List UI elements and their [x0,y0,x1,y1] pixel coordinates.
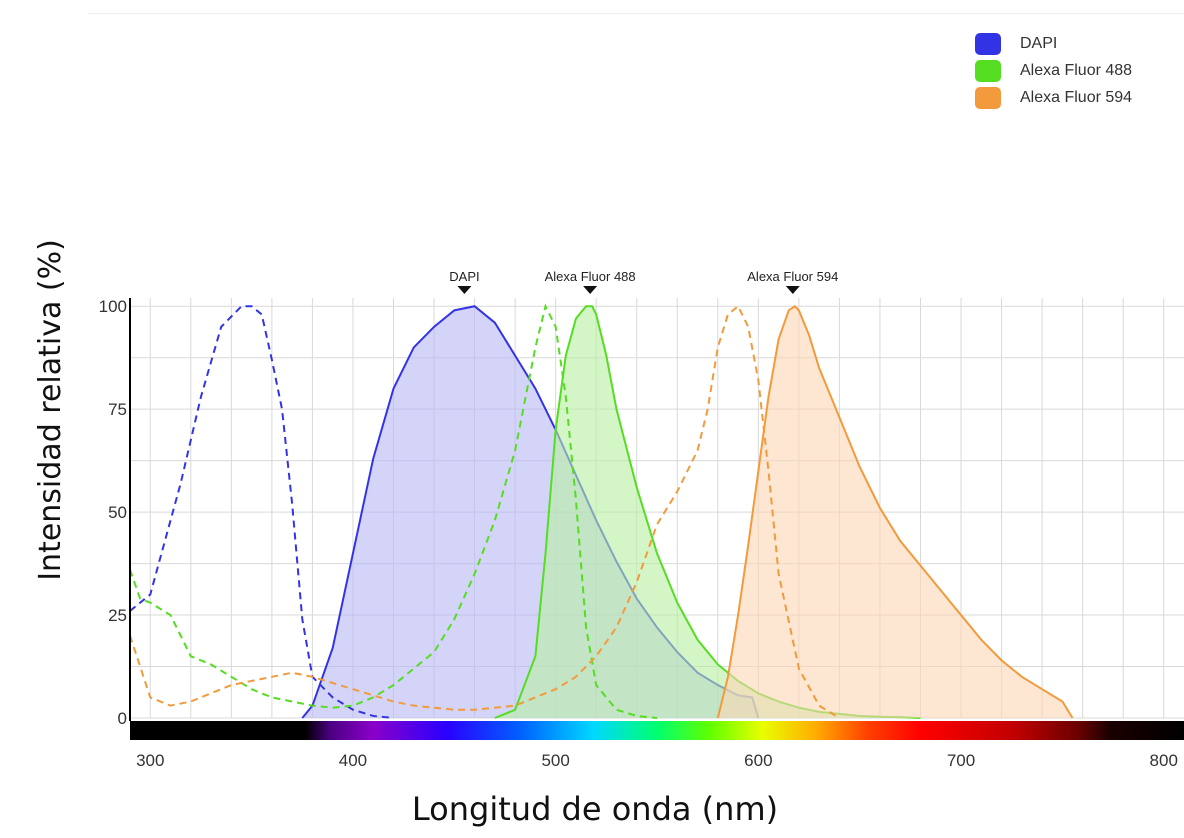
legend-item-dapi[interactable]: DAPI [975,30,1132,57]
peak-label: Alexa Fluor 594 [747,269,838,284]
x-axis-title: Longitud de onda (nm) [412,790,778,828]
y-tick-label: 75 [108,400,127,419]
tick-labels: 300 400 500 600 700 800 0 25 50 75 100 [99,297,1178,770]
y-tick-label: 25 [108,606,127,625]
x-tick-label: 400 [339,751,367,770]
alexa-fluor-488-excitation-line [129,303,658,719]
peak-marker-icon [457,286,472,294]
legend-swatch-alexa-fluor-594 [975,86,1001,109]
y-tick-label: 100 [99,297,127,316]
legend-swatch-dapi [975,32,1001,55]
legend-label: DAPI [1020,34,1058,52]
alexa-fluor-594-emission-line [716,304,1074,719]
peak-marker-icon [785,286,800,294]
x-tick-label: 800 [1150,751,1178,770]
legend: DAPI Alexa Fluor 488 Alexa Fluor 594 [975,30,1132,111]
legend-item-alexa-fluor-594[interactable]: Alexa Fluor 594 [975,84,1132,111]
legend-label: Alexa Fluor 594 [1020,88,1133,106]
x-tick-label: 300 [136,751,164,770]
alexa-fluor-594-emission-area [717,306,1073,718]
peak-label: DAPI [449,269,479,284]
series-layer [129,303,1074,719]
x-tick-label: 700 [947,751,975,770]
x-tick-label: 600 [744,751,772,770]
alexa-fluor-594-excitation-line [129,304,840,719]
wavelength-spectrum-bar [130,721,1184,740]
y-tick-label: 50 [108,503,127,522]
legend-label: Alexa Fluor 488 [1020,61,1133,79]
y-axis-title: Intensidad relativa (%) [33,239,68,581]
top-divider [88,13,1184,14]
legend-item-alexa-fluor-488[interactable]: Alexa Fluor 488 [975,57,1132,84]
alexa-fluor-488-emission-area [494,306,921,718]
peak-markers: DAPI Alexa Fluor 488 Alexa Fluor 594 [449,269,838,294]
peak-marker-icon [583,286,598,294]
legend-swatch-alexa-fluor-488 [975,59,1001,82]
peak-label: Alexa Fluor 488 [545,269,636,284]
dapi-excitation-line [129,305,394,719]
x-tick-label: 500 [541,751,569,770]
y-tick-label: 0 [118,709,127,728]
